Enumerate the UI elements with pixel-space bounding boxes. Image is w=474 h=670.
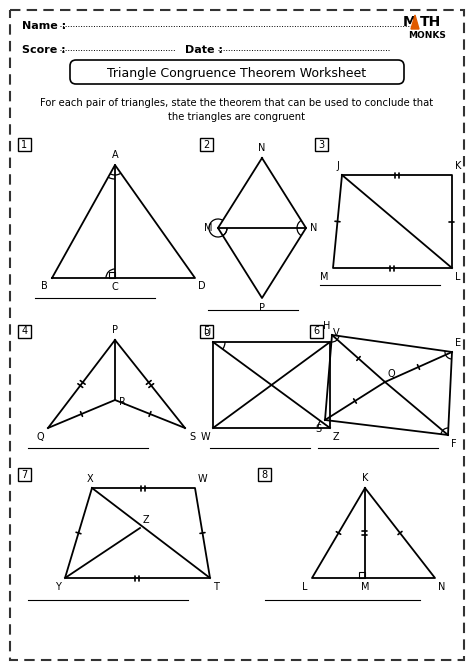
Text: 6: 6 — [313, 326, 319, 336]
Text: Q: Q — [388, 369, 396, 379]
Text: For each pair of triangles, state the theorem that can be used to conclude that
: For each pair of triangles, state the th… — [40, 98, 434, 122]
Text: J: J — [336, 161, 339, 171]
Text: F: F — [451, 439, 456, 449]
Text: R: R — [119, 397, 126, 407]
Text: MONKS: MONKS — [408, 31, 446, 40]
Text: N: N — [310, 223, 318, 233]
Text: S: S — [316, 424, 322, 434]
FancyBboxPatch shape — [258, 468, 271, 481]
Text: D: D — [198, 281, 206, 291]
Text: 2: 2 — [203, 139, 210, 149]
Text: U: U — [203, 328, 210, 338]
Text: P: P — [259, 303, 265, 313]
Text: Y: Y — [55, 582, 61, 592]
Text: B: B — [41, 281, 48, 291]
FancyBboxPatch shape — [200, 325, 213, 338]
Text: S: S — [189, 432, 195, 442]
Text: Q: Q — [36, 432, 44, 442]
Text: 7: 7 — [21, 470, 27, 480]
FancyBboxPatch shape — [70, 60, 404, 84]
Text: C: C — [111, 282, 118, 292]
Text: Score :: Score : — [22, 45, 65, 55]
Text: M: M — [361, 582, 369, 592]
Text: Z: Z — [143, 515, 150, 525]
Text: X: X — [87, 474, 93, 484]
Text: Date :: Date : — [185, 45, 223, 55]
FancyBboxPatch shape — [18, 138, 31, 151]
Text: K: K — [362, 473, 368, 483]
Text: M: M — [320, 272, 329, 282]
Polygon shape — [411, 15, 419, 29]
FancyBboxPatch shape — [310, 325, 323, 338]
FancyBboxPatch shape — [200, 138, 213, 151]
Text: T: T — [213, 582, 219, 592]
FancyBboxPatch shape — [315, 138, 328, 151]
FancyBboxPatch shape — [18, 325, 31, 338]
Text: 3: 3 — [319, 139, 325, 149]
Text: V: V — [333, 328, 340, 338]
Text: M: M — [204, 223, 213, 233]
Text: 1: 1 — [21, 139, 27, 149]
Text: Z: Z — [333, 432, 340, 442]
Text: W: W — [201, 432, 210, 442]
Text: M: M — [403, 15, 417, 29]
Text: K: K — [455, 161, 461, 171]
Text: W: W — [198, 474, 208, 484]
Text: P: P — [112, 325, 118, 335]
Text: 4: 4 — [21, 326, 27, 336]
Text: H: H — [323, 321, 330, 331]
Text: A: A — [112, 150, 118, 160]
Text: TH: TH — [420, 15, 441, 29]
Text: E: E — [455, 338, 461, 348]
Text: L: L — [302, 582, 308, 592]
Text: Name :: Name : — [22, 21, 66, 31]
Text: L: L — [455, 272, 461, 282]
Text: N: N — [258, 143, 266, 153]
Text: 8: 8 — [262, 470, 267, 480]
Text: Triangle Congruence Theorem Worksheet: Triangle Congruence Theorem Worksheet — [108, 66, 366, 80]
Text: 5: 5 — [203, 326, 210, 336]
Text: N: N — [438, 582, 446, 592]
FancyBboxPatch shape — [18, 468, 31, 481]
